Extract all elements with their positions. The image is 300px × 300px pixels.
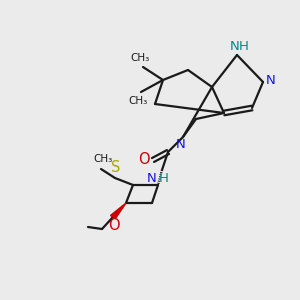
Text: N: N	[266, 74, 276, 88]
Text: N: N	[230, 40, 240, 53]
Text: H: H	[159, 172, 169, 184]
Text: O: O	[108, 218, 120, 233]
Text: CH₃: CH₃	[93, 154, 112, 164]
Text: O: O	[138, 152, 150, 166]
Text: N: N	[147, 172, 157, 184]
Polygon shape	[110, 203, 126, 218]
Text: H: H	[239, 40, 249, 53]
Text: CH₃: CH₃	[130, 53, 150, 63]
Text: S: S	[111, 160, 121, 175]
Text: N: N	[176, 139, 186, 152]
Text: CH₃: CH₃	[128, 96, 148, 106]
